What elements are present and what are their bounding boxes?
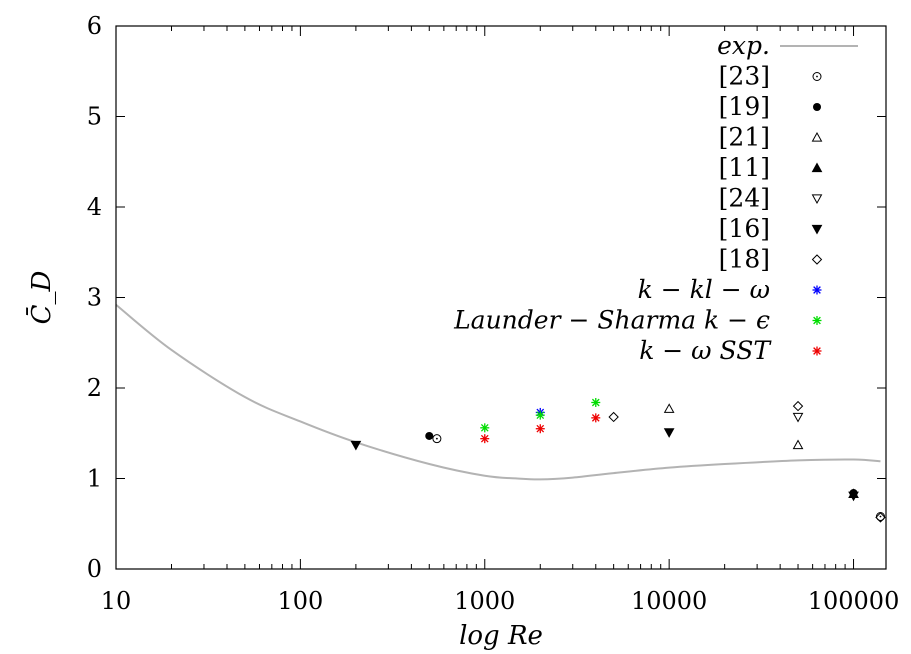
- legend-entry-label: [18]: [719, 245, 770, 274]
- x-tick-label: 10: [101, 587, 132, 615]
- series-9-point-d2: [591, 398, 600, 407]
- series-9-point-d2: [536, 411, 545, 419]
- legend-marker-d2: [813, 286, 821, 294]
- legend-entry-label: [16]: [719, 214, 770, 243]
- series-7-point: [608, 411, 619, 423]
- legend-entry-label: k − ω SST: [639, 336, 772, 365]
- data-points: [350, 397, 886, 523]
- x-tick-label: 10000: [631, 587, 707, 615]
- legend-marker: [811, 224, 823, 235]
- series-9-point: [480, 423, 490, 433]
- series-6-point: [350, 440, 362, 451]
- exp-curve: [115, 303, 881, 481]
- legend-entry-label: [19]: [719, 92, 770, 121]
- legend-marker: [811, 254, 823, 265]
- y-tick-label: 4: [87, 193, 102, 221]
- legend-marker: [811, 194, 823, 205]
- legend: exp.[23][19][21][11][24][16][18]k − kl −…: [453, 31, 858, 365]
- legend-marker-d2: [813, 316, 821, 325]
- axis-ticks: [115, 25, 886, 570]
- series-9-point: [535, 410, 545, 420]
- legend-entry-label: exp.: [717, 31, 770, 60]
- series-10-point-d2: [536, 424, 545, 433]
- series-1-point-dot: [435, 437, 438, 440]
- series-1-point: [432, 434, 442, 444]
- series-7-point: [792, 400, 804, 412]
- legend-marker-ring: [812, 72, 822, 81]
- legend-marker-d2: [813, 347, 821, 355]
- series-10-point: [535, 424, 545, 434]
- x-tick-label: 100000: [808, 587, 900, 615]
- legend-marker: [813, 103, 821, 111]
- y-axis-label: C̄_D: [25, 270, 57, 324]
- y-tick-label: 6: [87, 12, 102, 40]
- series-10-point-d2: [480, 434, 489, 443]
- series-1-point-dot: [879, 515, 882, 518]
- x-tick-label: 100: [277, 587, 323, 615]
- legend-marker: [811, 162, 823, 173]
- series-3-point: [663, 403, 675, 413]
- series-9-point: [591, 397, 601, 407]
- series-6-point: [663, 428, 675, 438]
- legend-entry-label: k − kl − ω: [638, 275, 770, 304]
- exp-curve-layer: [115, 303, 881, 481]
- legend-marker-dot: [816, 75, 818, 78]
- y-tick-label: 1: [87, 465, 102, 493]
- legend-entry-label: [21]: [719, 123, 770, 152]
- legend-marker: [812, 316, 822, 325]
- x-tick-label: 1000: [454, 587, 515, 615]
- legend-entry-label: Launder − Sharma k − ϵ: [453, 306, 770, 335]
- legend-marker: [811, 131, 823, 142]
- legend-marker: [812, 72, 822, 81]
- legend-marker: [812, 346, 822, 356]
- legend-marker: [812, 285, 822, 295]
- series-9-point-d2: [480, 423, 489, 432]
- plot-frame: [115, 25, 887, 570]
- series-6-point: [848, 491, 859, 502]
- series-10-point: [480, 434, 490, 444]
- series-7-point: [875, 512, 886, 523]
- y-axis-label-text: C̄_D: [25, 270, 57, 324]
- y-tick-label: 3: [87, 284, 102, 312]
- y-tick-label: 5: [87, 103, 102, 131]
- x-axis-label: log Re: [459, 621, 543, 651]
- series-10-point-d2: [591, 414, 600, 422]
- legend-entry-label: [24]: [719, 184, 770, 213]
- series-1-point-ring: [432, 434, 442, 444]
- y-tick-label: 0: [87, 555, 102, 583]
- legend-entry-label: [23]: [719, 62, 770, 91]
- series-10-point: [591, 413, 601, 423]
- y-tick-label: 2: [87, 374, 102, 402]
- tick-labels: 0 1 2 3 4 5 6 10 100 1000 10000 100000: [87, 12, 900, 615]
- legend-entry-label: [11]: [719, 153, 770, 182]
- series-5-point: [792, 412, 804, 423]
- series-3-point: [792, 439, 804, 450]
- series-2-point: [425, 431, 434, 440]
